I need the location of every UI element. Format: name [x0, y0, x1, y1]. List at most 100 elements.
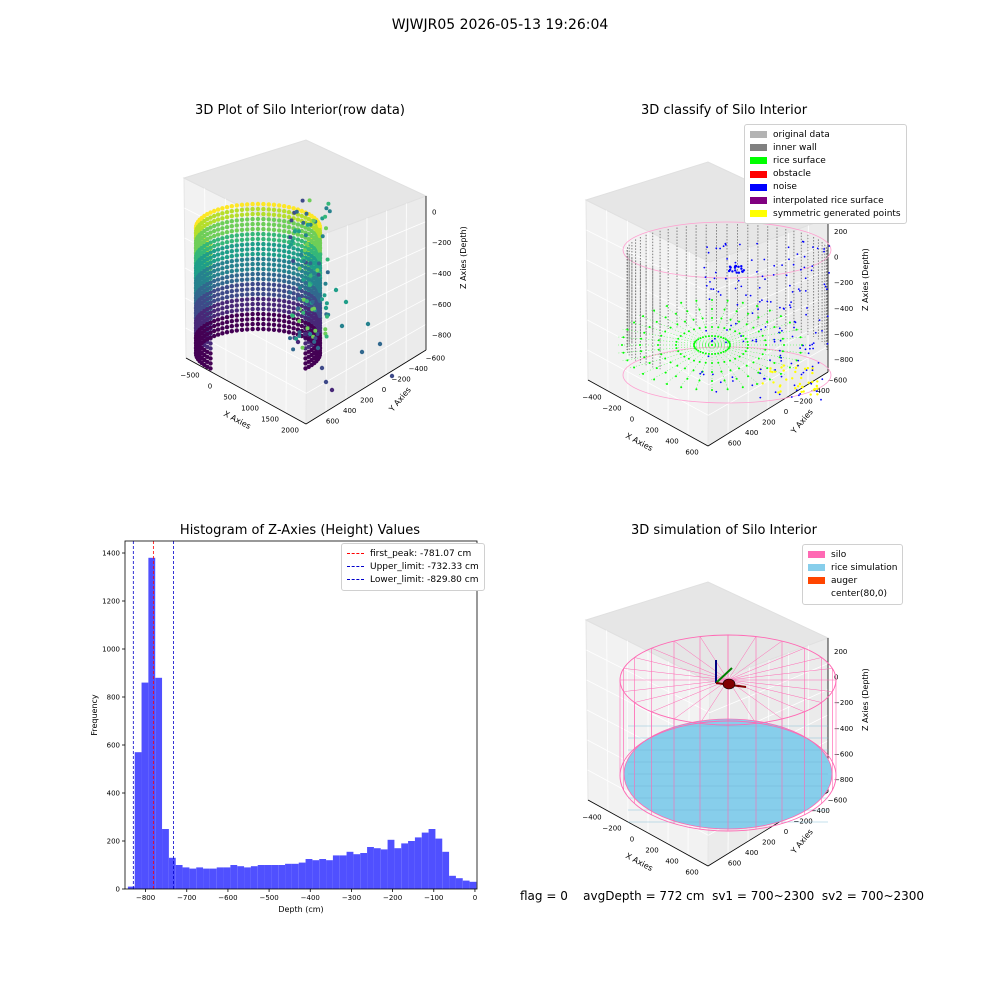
rice-surface-point [692, 369, 695, 372]
raw-point [255, 311, 261, 317]
y-tick-label: 200 [107, 838, 120, 846]
histogram-bar [168, 857, 176, 889]
rice-surface-point [726, 339, 729, 342]
histogram-bar [469, 881, 477, 889]
raw-point [215, 282, 221, 287]
histogram-bar [175, 865, 183, 889]
rice-surface-ray [711, 321, 795, 346]
raw-point [282, 219, 287, 224]
legend-item-auger: auger [808, 574, 897, 587]
raw-point [286, 320, 292, 325]
raw-point [282, 234, 287, 239]
raw-point [250, 256, 255, 262]
legend-label-lower-limit: Lower_limit: -829.80 cm [370, 574, 479, 585]
histogram-bar [455, 878, 463, 889]
y-tick-label: 0 [784, 828, 788, 836]
rice-surface-point [773, 326, 776, 328]
rice-surface-point [679, 335, 682, 337]
noise-point [739, 243, 741, 246]
noise-point [730, 324, 732, 327]
raw-point [277, 313, 282, 318]
silo-roof-line [727, 679, 822, 703]
raw-point [301, 220, 306, 225]
rice-surface-ray [664, 344, 713, 385]
raw-point [239, 262, 245, 267]
noise-point [742, 340, 745, 343]
raw-point [277, 278, 282, 283]
raw-point [291, 259, 296, 263]
raw-point [245, 212, 250, 217]
raw-point [282, 249, 287, 254]
rice-surface-point [752, 326, 755, 329]
raw-point [277, 288, 282, 293]
noise-point [826, 315, 829, 318]
rice-surface-point [693, 342, 696, 345]
noise-point [755, 340, 758, 343]
raw-point [308, 273, 313, 278]
raw-point [299, 248, 304, 254]
raw-point [324, 334, 329, 339]
raw-point [299, 313, 304, 319]
rice-surface-point [761, 353, 764, 356]
raw-point [208, 210, 213, 215]
rice-surface-point [781, 337, 784, 340]
raw-point [286, 265, 292, 270]
x-tick-label: −200 [602, 405, 621, 413]
raw-point [261, 201, 266, 207]
raw-point [316, 272, 321, 277]
raw-point [271, 312, 277, 317]
rice-surface-ray [711, 344, 795, 369]
raw-point [250, 266, 255, 272]
noise-point [804, 348, 807, 351]
y-tick-label: 200 [762, 419, 775, 427]
noise-point [779, 339, 782, 342]
raw-point [277, 308, 282, 313]
y-tick-label: 400 [745, 429, 758, 437]
rice-surface-point [675, 347, 678, 350]
y-tick-label: 600 [326, 418, 339, 426]
histogram-bar [285, 863, 292, 889]
raw-point [220, 276, 225, 281]
raw-point [220, 226, 225, 231]
x-tick-label: 200 [645, 427, 658, 435]
raw-point [208, 225, 213, 230]
noise-point [806, 307, 808, 309]
raw-point [266, 262, 271, 267]
noise-point [780, 375, 783, 378]
raw-point [215, 237, 221, 242]
raw-point [220, 236, 225, 241]
raw-point [266, 292, 271, 297]
raw-point [224, 230, 230, 235]
noise-point [736, 303, 739, 306]
raw-point [212, 273, 217, 279]
rice-surface-point [679, 353, 682, 355]
raw-point [294, 209, 299, 214]
noise-point [763, 258, 766, 261]
noise-point [724, 242, 727, 245]
rice-surface-ray [629, 344, 713, 369]
raw-point [245, 292, 250, 297]
raw-point [291, 296, 296, 301]
raw-point [229, 204, 234, 209]
x-tick-label: −400 [301, 894, 320, 902]
rice-surface-point [684, 367, 686, 370]
raw-point [208, 260, 213, 265]
rice-surface-point [680, 386, 683, 389]
raw-point [215, 322, 221, 327]
noise-point [757, 308, 759, 311]
raw-point [220, 311, 225, 316]
rice-surface-point [724, 338, 727, 341]
raw-point [205, 312, 210, 317]
noise-cluster-point [737, 265, 740, 268]
raw-point [297, 296, 302, 301]
raw-point [261, 321, 266, 327]
raw-point [234, 308, 239, 313]
raw-point [255, 201, 261, 207]
raw-point [239, 297, 245, 302]
raw-point [271, 307, 277, 312]
symmetric-point [811, 371, 814, 375]
raw-point [234, 318, 239, 323]
rice-surface-point [655, 320, 658, 323]
histogram-bar [332, 855, 340, 889]
histogram-bar [162, 829, 169, 889]
